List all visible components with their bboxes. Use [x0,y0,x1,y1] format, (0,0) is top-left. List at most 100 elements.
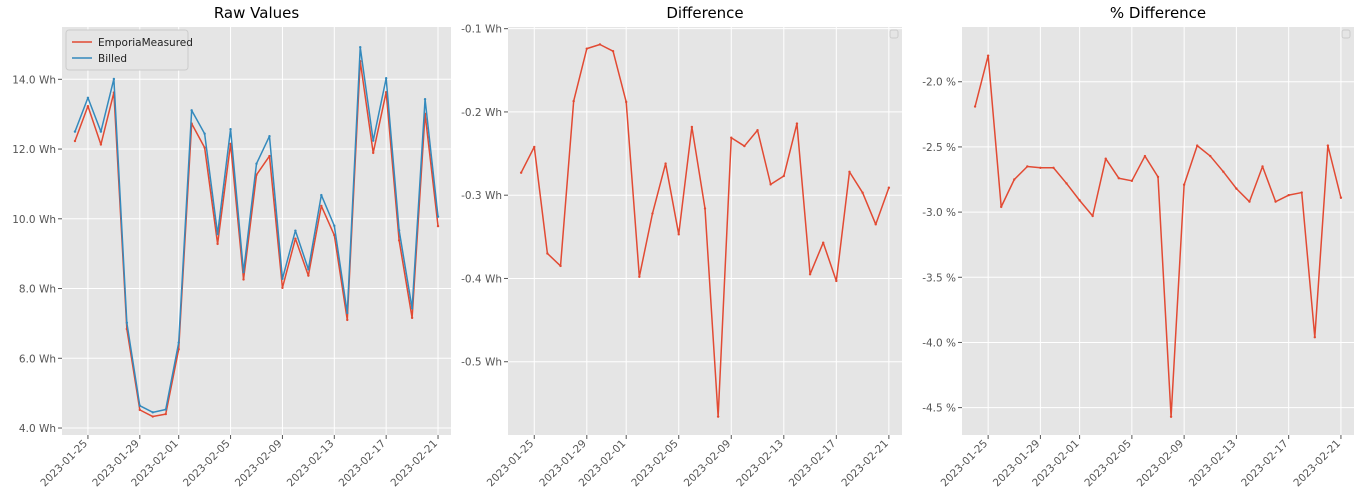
x-tick-label: 2023-01-25 [38,438,90,490]
data-point [1091,214,1094,218]
legend-box-empty [889,29,899,39]
data-point [1039,166,1042,169]
data-point [1287,193,1290,197]
data-point [795,122,799,125]
y-tick-label: -0.1 Wh [461,24,502,36]
data-point [1261,165,1264,168]
data-point [1143,154,1147,158]
y-tick-label: 6.0 Wh [19,353,56,365]
data-point [320,193,323,197]
y-tick-label: 14.0 Wh [12,74,56,86]
data-point [598,43,602,46]
data-point [756,129,759,132]
data-point [638,275,641,278]
data-point [384,77,388,80]
x-tick-label: 2023-02-21 [389,438,441,490]
x-tick-label: 2023-02-13 [734,438,786,490]
data-point [1182,183,1186,186]
data-point [664,162,667,165]
data-point [1222,170,1225,173]
data-point [112,77,116,81]
data-point [546,252,549,255]
data-point [716,415,720,418]
y-tick-label: -3.0 % [922,207,956,219]
data-point [203,146,206,149]
x-tick-label: 2023-01-25 [485,438,537,490]
data-point [164,412,167,416]
data-point [397,239,401,242]
data-point [125,321,129,324]
data-point [835,279,838,283]
data-point [138,404,141,407]
y-tick-label: 12.0 Wh [12,144,56,156]
data-point [372,151,375,155]
chart-title: Difference [666,4,743,22]
data-point [1326,144,1330,147]
plot-background [62,27,451,435]
data-point [1169,415,1173,418]
data-point [242,278,245,281]
x-tick-label: 2023-02-21 [1291,438,1343,490]
data-point [611,49,615,53]
data-point [1274,200,1277,203]
data-point [372,139,375,142]
data-point [268,134,271,138]
y-tick-label: -2.0 % [922,77,956,89]
data-point [1248,200,1251,203]
data-point [86,96,90,99]
chart-panel-2: -0.5 Wh -0.4 Wh -0.3 Wh -0.2 Wh -0.1 Wh 2023-… [461,4,902,489]
plot-background [962,27,1354,435]
chart-panel-1: 4.0 Wh 6.0 Wh 8.0 Wh 10.0 Wh 12.0 Wh 14.0 Wh 2… [12,4,451,489]
data-point [572,99,575,103]
data-point [861,191,864,194]
chart-title: % Difference [1110,4,1206,22]
legend-entry: EmporiaMeasured [98,37,193,49]
data-point [1013,178,1016,181]
data-point [397,229,401,232]
data-point [887,186,891,189]
data-point [1065,182,1068,185]
data-point [559,264,562,268]
data-point [294,229,297,232]
data-point [164,408,167,411]
data-point [281,277,284,280]
y-tick-label: -4.0 % [922,337,956,349]
y-tick-label: -4.5 % [922,403,956,415]
data-point [1000,205,1003,209]
data-point [677,233,680,236]
y-tick-label: -0.5 Wh [461,357,502,369]
legend-box [65,29,189,71]
data-point [99,143,103,146]
data-point [138,408,141,412]
data-point [423,97,427,101]
y-tick-label: -0.3 Wh [461,190,502,202]
data-point [436,215,440,218]
data-point [533,145,536,149]
data-point [1130,179,1134,183]
data-point [216,232,219,236]
data-point [307,268,310,271]
data-point [151,415,154,418]
x-tick-label: 2023-02-21 [839,438,891,490]
data-point [294,237,297,240]
data-point [255,162,258,165]
y-tick-label: 4.0 Wh [19,423,56,435]
data-point [410,307,414,310]
data-point [874,223,877,226]
x-tick-label: 2023-02-17 [1239,438,1291,490]
data-point [1117,177,1121,180]
data-point [99,130,103,133]
data-point [1156,175,1160,179]
x-tick-label: 2023-02-09 [1135,438,1187,490]
legend: EmporiaMeasured Billed [65,29,193,71]
data-point [730,136,733,139]
data-point [651,212,654,215]
data-point [86,104,90,108]
data-point [320,204,323,208]
x-tick-label: 2023-02-05 [629,438,681,490]
x-tick-label: 2023-02-13 [1187,438,1239,490]
data-point [346,311,349,315]
data-point [1300,191,1303,194]
data-point [782,174,785,178]
